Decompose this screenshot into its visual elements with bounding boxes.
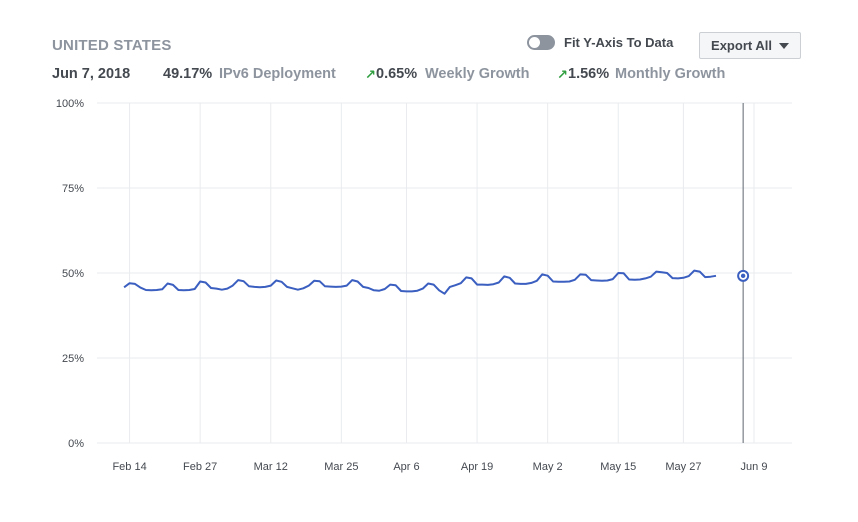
y-tick-label: 100% — [56, 98, 84, 110]
weekly-growth-label: Weekly Growth — [425, 66, 530, 82]
x-tick-label: Feb 14 — [112, 461, 146, 473]
x-tick-label: Apr 19 — [461, 461, 493, 473]
deployment-value: 49.17% — [163, 66, 213, 82]
export-all-label: Export All — [711, 38, 772, 53]
x-tick-label: Mar 12 — [254, 461, 288, 473]
fit-y-axis-toggle[interactable]: Fit Y-Axis To Data — [527, 35, 673, 50]
cursor-point-dot — [740, 273, 746, 279]
y-tick-label: 50% — [62, 268, 84, 280]
y-tick-label: 0% — [68, 438, 84, 450]
y-tick-label: 75% — [62, 183, 84, 195]
toggle-knob — [529, 37, 540, 48]
x-tick-label: May 2 — [533, 461, 563, 473]
caret-down-icon — [778, 42, 789, 49]
monthly-growth-value: 1.56% — [568, 66, 610, 82]
monthly-growth-arrow-icon: ↗ — [557, 67, 568, 82]
x-tick-label: May 27 — [665, 461, 701, 473]
x-tick-label: Feb 27 — [183, 461, 217, 473]
export-all-button[interactable]: Export All — [699, 32, 801, 59]
stat-date: Jun 7, 2018 — [52, 66, 131, 82]
monthly-growth-label: Monthly Growth — [615, 66, 726, 82]
country-title: UNITED STATES — [52, 37, 172, 54]
weekly-growth-value: 0.65% — [376, 66, 418, 82]
weekly-growth-arrow-icon: ↗ — [365, 67, 376, 82]
series-line — [123, 269, 717, 295]
deployment-label: IPv6 Deployment — [219, 66, 336, 82]
toggle-switch[interactable] — [527, 35, 555, 50]
x-tick-label: Apr 6 — [393, 461, 419, 473]
x-tick-label: Jun 9 — [741, 461, 768, 473]
x-tick-label: Mar 25 — [324, 461, 358, 473]
x-tick-label: May 15 — [600, 461, 636, 473]
fit-y-axis-label: Fit Y-Axis To Data — [564, 35, 674, 50]
y-tick-label: 25% — [62, 353, 84, 365]
